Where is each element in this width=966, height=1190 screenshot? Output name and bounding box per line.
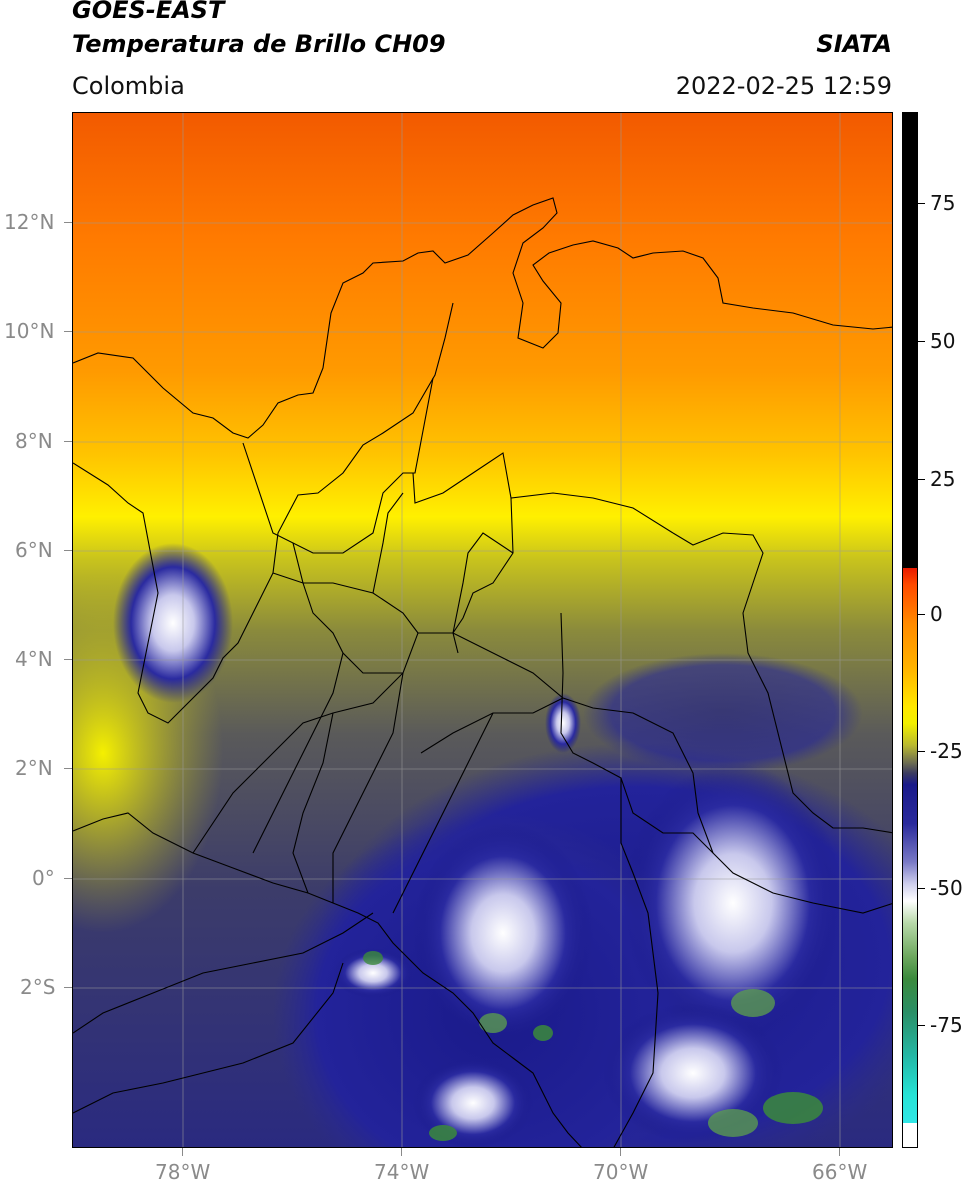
region-label: Colombia xyxy=(72,72,185,100)
colorbar-gradient xyxy=(903,568,917,1123)
lat-label: 6°N xyxy=(15,538,53,562)
colorbar-label: -25 xyxy=(930,739,963,763)
lat-tick xyxy=(64,987,72,988)
lat-tick xyxy=(64,878,72,879)
colorbar-tick xyxy=(918,203,925,204)
lon-tick xyxy=(401,1148,402,1156)
lat-label: 2°S xyxy=(20,975,56,999)
map-canvas xyxy=(73,113,892,1147)
lat-label: 0° xyxy=(32,866,55,890)
lon-tick xyxy=(182,1148,183,1156)
lon-tick xyxy=(839,1148,840,1156)
lon-label: 78°W xyxy=(155,1160,211,1184)
colorbar-label: -75 xyxy=(930,1013,963,1037)
lat-tick xyxy=(64,331,72,332)
lon-tick xyxy=(620,1148,621,1156)
colorbar-tick xyxy=(918,614,925,615)
colorbar-tick xyxy=(918,341,925,342)
colorbar-tick xyxy=(918,1025,925,1026)
colorbar-label: 75 xyxy=(930,191,956,215)
colorbar-label: -50 xyxy=(930,876,963,900)
lat-label: 2°N xyxy=(15,756,53,780)
colorbar-label: 25 xyxy=(930,467,956,491)
brightness-temperature-map xyxy=(72,112,893,1148)
institution-label: SIATA xyxy=(816,30,892,58)
lat-label: 10°N xyxy=(4,319,55,343)
lon-label: 70°W xyxy=(593,1160,649,1184)
product-title: Temperatura de Brillo CH09 xyxy=(72,30,446,58)
lon-label: 66°W xyxy=(812,1160,868,1184)
lat-tick xyxy=(64,659,72,660)
lon-label: 74°W xyxy=(374,1160,430,1184)
lat-label: 8°N xyxy=(15,429,53,453)
colorbar-extend-black xyxy=(903,113,917,568)
datetime-label: 2022-02-25 12:59 xyxy=(675,72,892,100)
lat-tick xyxy=(64,441,72,442)
colorbar-tick xyxy=(918,888,925,889)
colorbar-label: 0 xyxy=(930,602,943,626)
lat-label: 12°N xyxy=(4,210,55,234)
colorbar-label: 50 xyxy=(930,329,956,353)
colorbar xyxy=(902,112,918,1148)
lat-tick xyxy=(64,768,72,769)
lat-label: 4°N xyxy=(15,647,53,671)
colorbar-tick xyxy=(918,751,925,752)
lat-tick xyxy=(64,222,72,223)
lat-tick xyxy=(64,550,72,551)
satellite-title: GOES-EAST xyxy=(72,0,225,24)
colorbar-tick xyxy=(918,479,925,480)
colorbar-extend-white xyxy=(903,1123,917,1147)
